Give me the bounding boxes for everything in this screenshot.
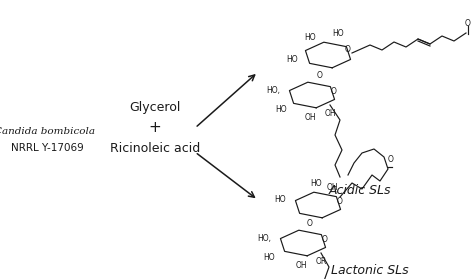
Text: Acidic SLs: Acidic SLs: [329, 184, 391, 196]
Text: HO: HO: [310, 179, 322, 187]
Text: O: O: [465, 18, 471, 28]
Text: O: O: [331, 86, 337, 95]
Text: HO: HO: [275, 105, 287, 114]
Text: OH: OH: [295, 261, 307, 270]
Text: HO: HO: [286, 54, 298, 64]
Text: O: O: [317, 71, 323, 80]
Text: Lactonic SLs: Lactonic SLs: [331, 263, 409, 276]
Text: HO,: HO,: [266, 85, 280, 95]
Text: Candida bombicola: Candida bombicola: [0, 128, 95, 136]
Text: HO: HO: [264, 252, 275, 261]
Text: HO: HO: [304, 32, 316, 42]
Text: HO: HO: [332, 28, 344, 37]
Text: OR: OR: [315, 256, 327, 266]
Text: Glycerol: Glycerol: [129, 102, 181, 114]
Text: O: O: [388, 155, 394, 163]
Text: +: +: [149, 119, 161, 134]
Text: O: O: [337, 196, 343, 206]
Text: HO,: HO,: [257, 234, 271, 242]
Text: NRRL Y-17069: NRRL Y-17069: [10, 143, 83, 153]
Text: O: O: [322, 235, 328, 244]
Text: OH: OH: [324, 109, 336, 117]
Text: Ricinoleic acid: Ricinoleic acid: [110, 141, 200, 155]
Text: HO: HO: [274, 196, 286, 205]
Text: O: O: [345, 45, 351, 54]
Text: OH: OH: [326, 182, 338, 191]
Text: O: O: [307, 220, 313, 229]
Text: OH: OH: [304, 112, 316, 121]
